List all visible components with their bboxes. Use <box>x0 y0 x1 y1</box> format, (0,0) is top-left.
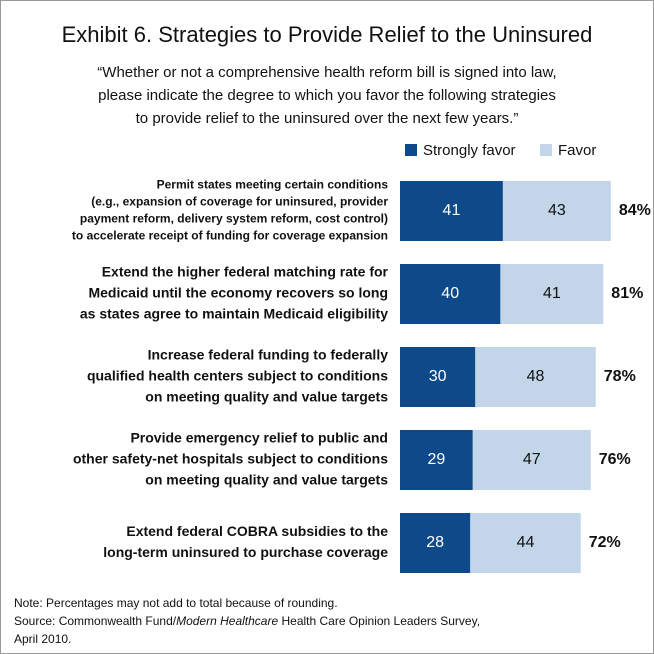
source: Source: Commonwealth Fund/Modern Healthc… <box>14 614 480 628</box>
value-label: 28 <box>426 534 444 551</box>
source-part: Source: Commonwealth Fund/ <box>14 614 177 628</box>
category-label: Extend the higher federal matching rate … <box>102 264 389 280</box>
category-label: Increase federal funding to federally <box>148 347 389 363</box>
value-label: 44 <box>517 534 535 551</box>
subtitle: please indicate the degree to which you … <box>98 87 556 104</box>
category-label: payment reform, delivery system reform, … <box>80 212 388 226</box>
legend-swatch <box>540 144 552 156</box>
source-part: Modern Healthcare <box>176 614 278 628</box>
bar-segment <box>400 347 476 407</box>
note: Note: Percentages may not add to total b… <box>14 596 338 610</box>
category-label: other safety-net hospitals subject to co… <box>73 451 388 467</box>
category-label: on meeting quality and value targets <box>145 472 388 488</box>
value-label: 41 <box>443 202 461 219</box>
bar-segment <box>502 181 611 241</box>
category-label: to accelerate receipt of funding for cov… <box>72 229 388 243</box>
total-label: 81% <box>611 285 643 302</box>
category-label: Provide emergency relief to public and <box>130 430 388 446</box>
source: April 2010. <box>14 632 71 646</box>
chart-title: Exhibit 6. Strategies to Provide Relief … <box>62 22 593 47</box>
value-label: 48 <box>527 368 545 385</box>
bar-segment <box>472 430 591 490</box>
bar-segment <box>400 430 473 490</box>
subtitle: “Whether or not a comprehensive health r… <box>97 64 556 81</box>
category-label: Medicaid until the economy recovers so l… <box>88 285 388 301</box>
total-label: 84% <box>619 202 651 219</box>
bar-segment <box>500 264 604 324</box>
subtitle: to provide relief to the uninsured over … <box>136 110 519 127</box>
category-label: as states agree to maintain Medicaid eli… <box>80 306 388 322</box>
bar-segment <box>470 513 581 573</box>
bar-segment <box>400 181 503 241</box>
category-label: on meeting quality and value targets <box>145 389 388 405</box>
legend-label: Favor <box>558 142 596 159</box>
total-label: 78% <box>604 368 636 385</box>
legend-swatch <box>405 144 417 156</box>
value-label: 43 <box>548 202 566 219</box>
bar-segment <box>475 347 596 407</box>
value-label: 29 <box>427 451 445 468</box>
bar-segment <box>400 264 501 324</box>
total-label: 76% <box>599 451 631 468</box>
bar-segment <box>400 513 471 573</box>
category-label: long-term uninsured to purchase coverage <box>103 544 388 560</box>
total-label: 72% <box>589 534 621 551</box>
category-label: Extend federal COBRA subsidies to the <box>126 523 388 539</box>
value-label: 41 <box>543 285 561 302</box>
value-label: 30 <box>429 368 447 385</box>
category-label: (e.g., expansion of coverage for uninsur… <box>91 195 388 209</box>
legend-label: Strongly favor <box>423 142 516 159</box>
category-label: Permit states meeting certain conditions <box>157 178 389 192</box>
category-label: qualified health centers subject to cond… <box>87 368 388 384</box>
value-label: 40 <box>441 285 459 302</box>
value-label: 47 <box>523 451 541 468</box>
source-part: Health Care Opinion Leaders Survey, <box>278 614 480 628</box>
